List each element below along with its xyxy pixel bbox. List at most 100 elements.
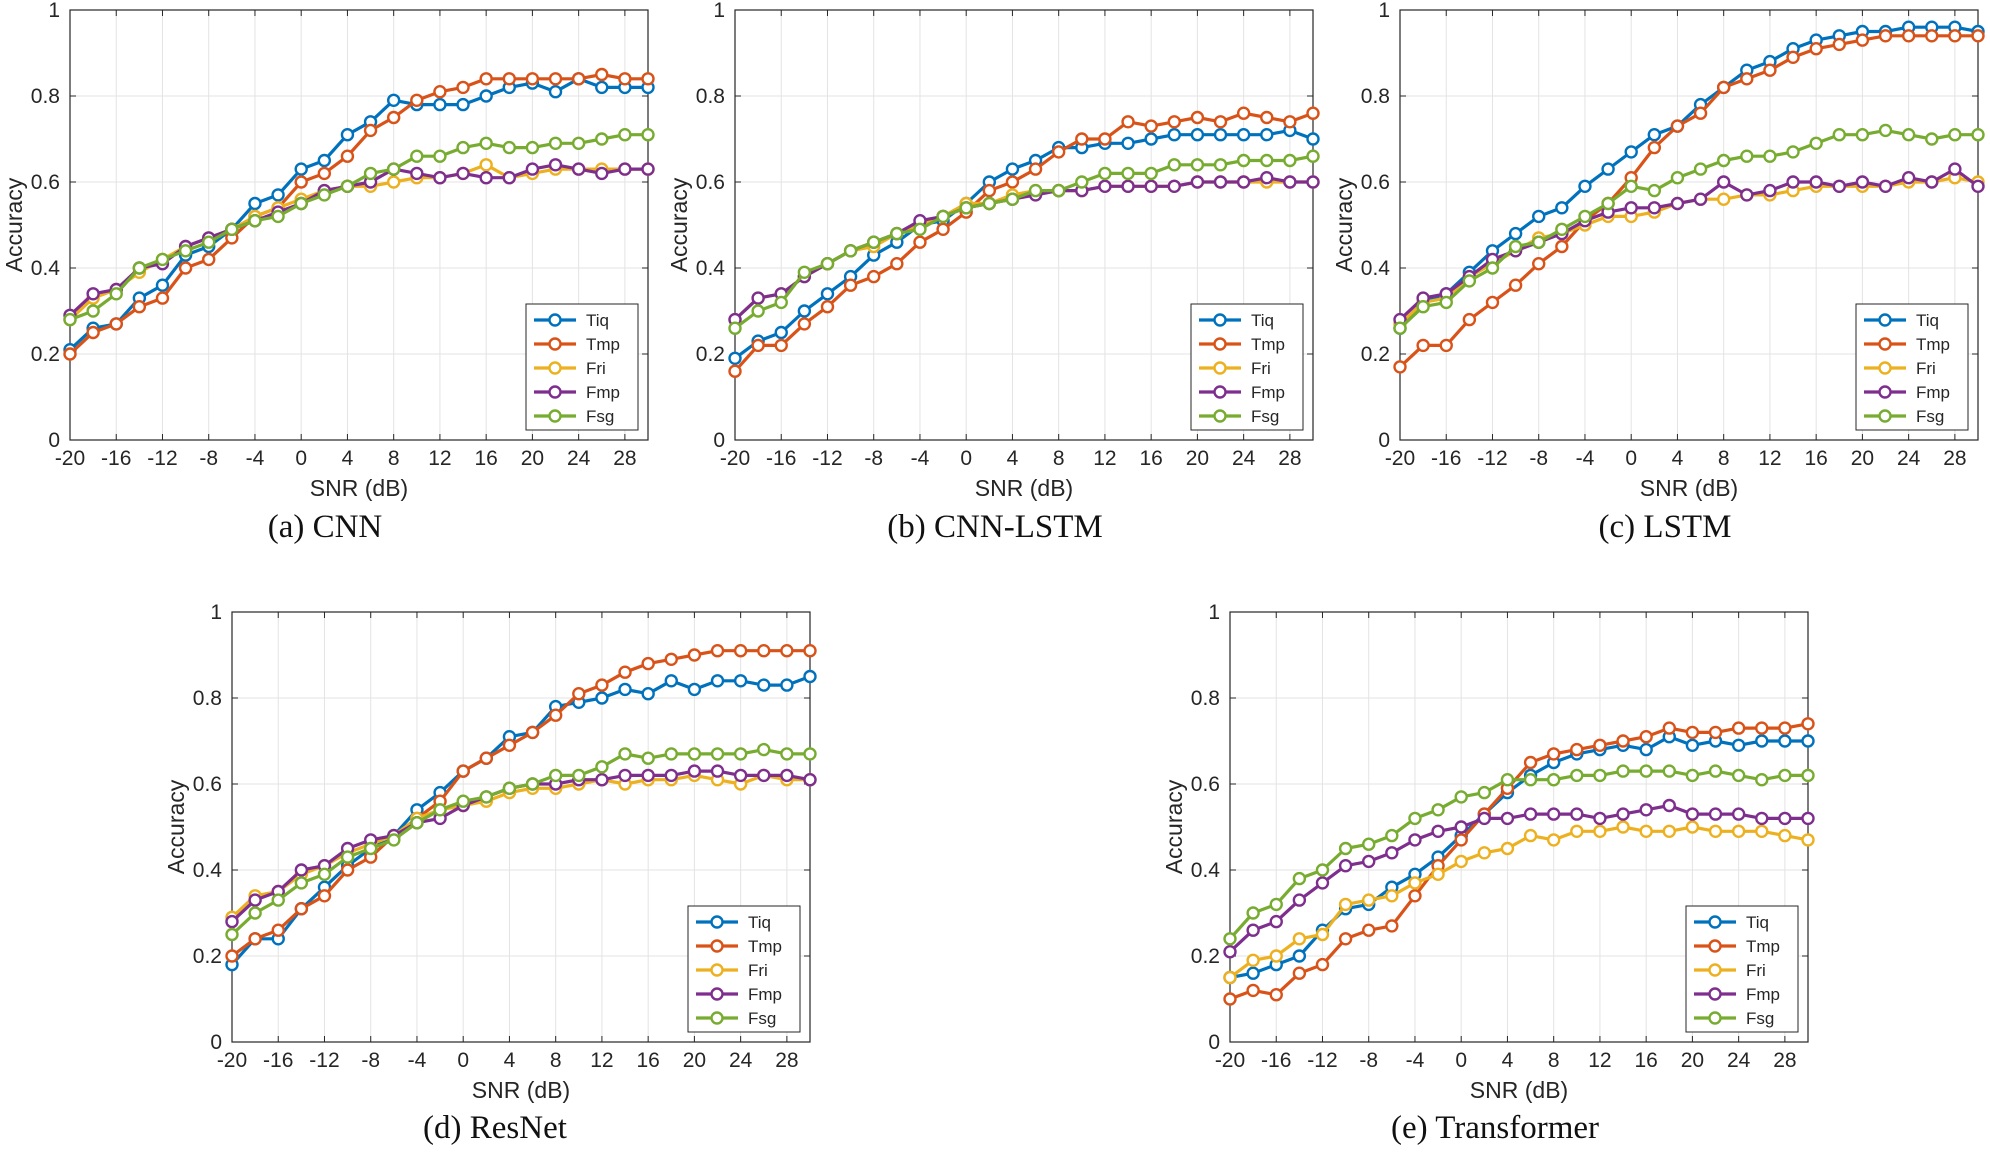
chart-2-series-fsg (1393, 123, 1985, 335)
chart-1-point-fsg (936, 209, 950, 224)
chart-1-xtick-label: 16 (1139, 447, 1162, 470)
chart-1-point-fmp (1283, 175, 1297, 189)
chart-2-legend-label: Fmp (1916, 383, 1950, 402)
chart-4-point-fsg (1292, 871, 1307, 886)
chart-0-legend-label: Fri (586, 359, 606, 378)
chart-4-point-fri (1639, 824, 1653, 838)
chart-3-point-tmp (525, 725, 540, 740)
chart-2-xtick-label: -4 (1576, 447, 1595, 470)
chart-4-legend-marker (1708, 1011, 1722, 1025)
chart-2-point-fmp (1693, 192, 1708, 206)
chart-0-point-tmp (410, 93, 424, 108)
chart-1-point-fmp (1260, 170, 1274, 185)
chart-0-point-fsg (548, 136, 563, 151)
chart-1-legend-marker (1213, 337, 1227, 351)
chart-0-legend-label: Tiq (586, 311, 609, 330)
chart-0: -20 -16 -12 -8 -4 0 4 8 12 16 20 24 28 0 0.2 0.4 0.6 0.8 1… (1, 0, 655, 545)
chart-0-xtick-label: -16 (101, 447, 131, 470)
chart-4-xtick-label: 12 (1588, 1049, 1611, 1072)
chart-3-point-tmp (225, 949, 239, 963)
chart-2-point-tmp (1716, 80, 1731, 95)
chart-4-xtick-label: -8 (1359, 1049, 1378, 1072)
chart-1-point-tmp (1121, 115, 1135, 129)
chart-4-point-fri (1338, 897, 1353, 912)
chart-0-point-tmp (363, 123, 378, 138)
chart-3-point-tmp (664, 652, 678, 666)
chart-3-legend-label: Fsg (748, 1009, 776, 1028)
chart-0-point-fsg (410, 149, 424, 163)
chart-0-legend-marker (548, 409, 562, 423)
chart-2-point-fmp (1786, 175, 1800, 189)
chart-4-series-fmp (1223, 798, 1815, 959)
chart-4-point-fri (1731, 824, 1746, 838)
chart-1-point-tiq (1213, 127, 1228, 142)
chart-2-point-fsg (1901, 127, 1916, 142)
chart-1-point-fsg (1260, 153, 1274, 168)
chart-1-point-fsg (797, 265, 812, 279)
chart-2-point-fmp (1647, 201, 1662, 215)
chart-3-legend-marker (710, 1011, 724, 1025)
chart-0-point-fsg (271, 209, 285, 224)
chart-0-ytick-label: 0.4 (31, 257, 61, 280)
chart-3-xtick-label: 4 (504, 1049, 516, 1072)
chart-0-point-tiq (595, 80, 609, 95)
chart-4-ylabel: Accuracy (1161, 779, 1187, 874)
chart-0-point-fsg (595, 132, 609, 146)
chart-4-point-fmp (1223, 945, 1237, 959)
chart-0-point-fmp (433, 170, 447, 185)
chart-4-point-tmp (1801, 717, 1815, 731)
chart-3-ytick-label: 0.2 (193, 945, 222, 968)
chart-3-legend-label: Tmp (748, 937, 782, 956)
chart-1-point-fsg (1306, 149, 1320, 163)
chart-2-ylabel: Accuracy (1331, 177, 1357, 272)
chart-3-axes-box (231, 611, 811, 1043)
chart-0-point-tmp (548, 72, 563, 86)
chart-4-point-tmp (1269, 988, 1283, 1002)
chart-0-point-fsg (178, 244, 193, 258)
chart-2-point-fsg (1462, 274, 1477, 288)
chart-4-point-tmp (1639, 730, 1653, 744)
chart-4-point-fmp (1755, 811, 1769, 826)
chart-2-point-fsg (1786, 145, 1800, 159)
chart-4-point-fsg (1593, 768, 1607, 783)
chart-4-point-tmp (1292, 966, 1307, 980)
chart-3-point-fsg (710, 747, 725, 761)
chart-2-point-fsg (1647, 183, 1662, 198)
chart-4-point-fri (1662, 824, 1676, 838)
chart-1-point-tiq (1121, 136, 1135, 151)
chart-3-point-fsg (225, 927, 239, 942)
chart-4-point-fsg (1778, 768, 1792, 783)
chart-4-point-tmp (1755, 721, 1769, 735)
chart-2-point-fmp (1624, 201, 1638, 215)
chart-2-point-tmp (1485, 295, 1500, 310)
chart-3-point-fmp (780, 768, 794, 783)
chart-4-point-fri (1708, 824, 1723, 838)
chart-3-point-tmp (687, 648, 702, 662)
chart-3-point-fsg (433, 803, 447, 817)
chart-0-point-tmp (641, 72, 655, 86)
chart-3-point-tiq (733, 674, 748, 688)
chart-4-point-tmp (1708, 725, 1723, 740)
chart-3-point-tmp (757, 644, 771, 658)
chart-4-point-fmp (1408, 833, 1422, 847)
chart-3-xtick-label: 0 (457, 1049, 469, 1072)
chart-1-point-fsg (1028, 183, 1043, 198)
chart-3-point-fsg (733, 747, 748, 761)
chart-0-legend-label: Fmp (586, 383, 620, 402)
chart-2-point-tiq (1532, 209, 1546, 224)
chart-4-point-tmp (1662, 721, 1676, 735)
chart-3-caption: (d) ResNet (423, 1110, 567, 1146)
chart-2-legend-marker (1878, 409, 1892, 423)
chart-3-ytick-label: 0.4 (193, 859, 223, 882)
chart-3-point-fmp (294, 863, 309, 877)
chart-2-point-tmp (1508, 278, 1523, 292)
chart-3-point-fsg (271, 893, 285, 907)
chart-1-point-fsg (1005, 192, 1020, 206)
chart-0-point-tiq (294, 162, 308, 176)
chart-1-point-tmp (913, 235, 927, 249)
chart-2-point-tiq (1555, 201, 1569, 215)
chart-0-legend-marker (548, 385, 562, 399)
chart-2-point-fmp (1763, 183, 1777, 198)
chart-0-point-fsg (456, 140, 470, 155)
chart-1-point-fsg (1075, 175, 1089, 189)
